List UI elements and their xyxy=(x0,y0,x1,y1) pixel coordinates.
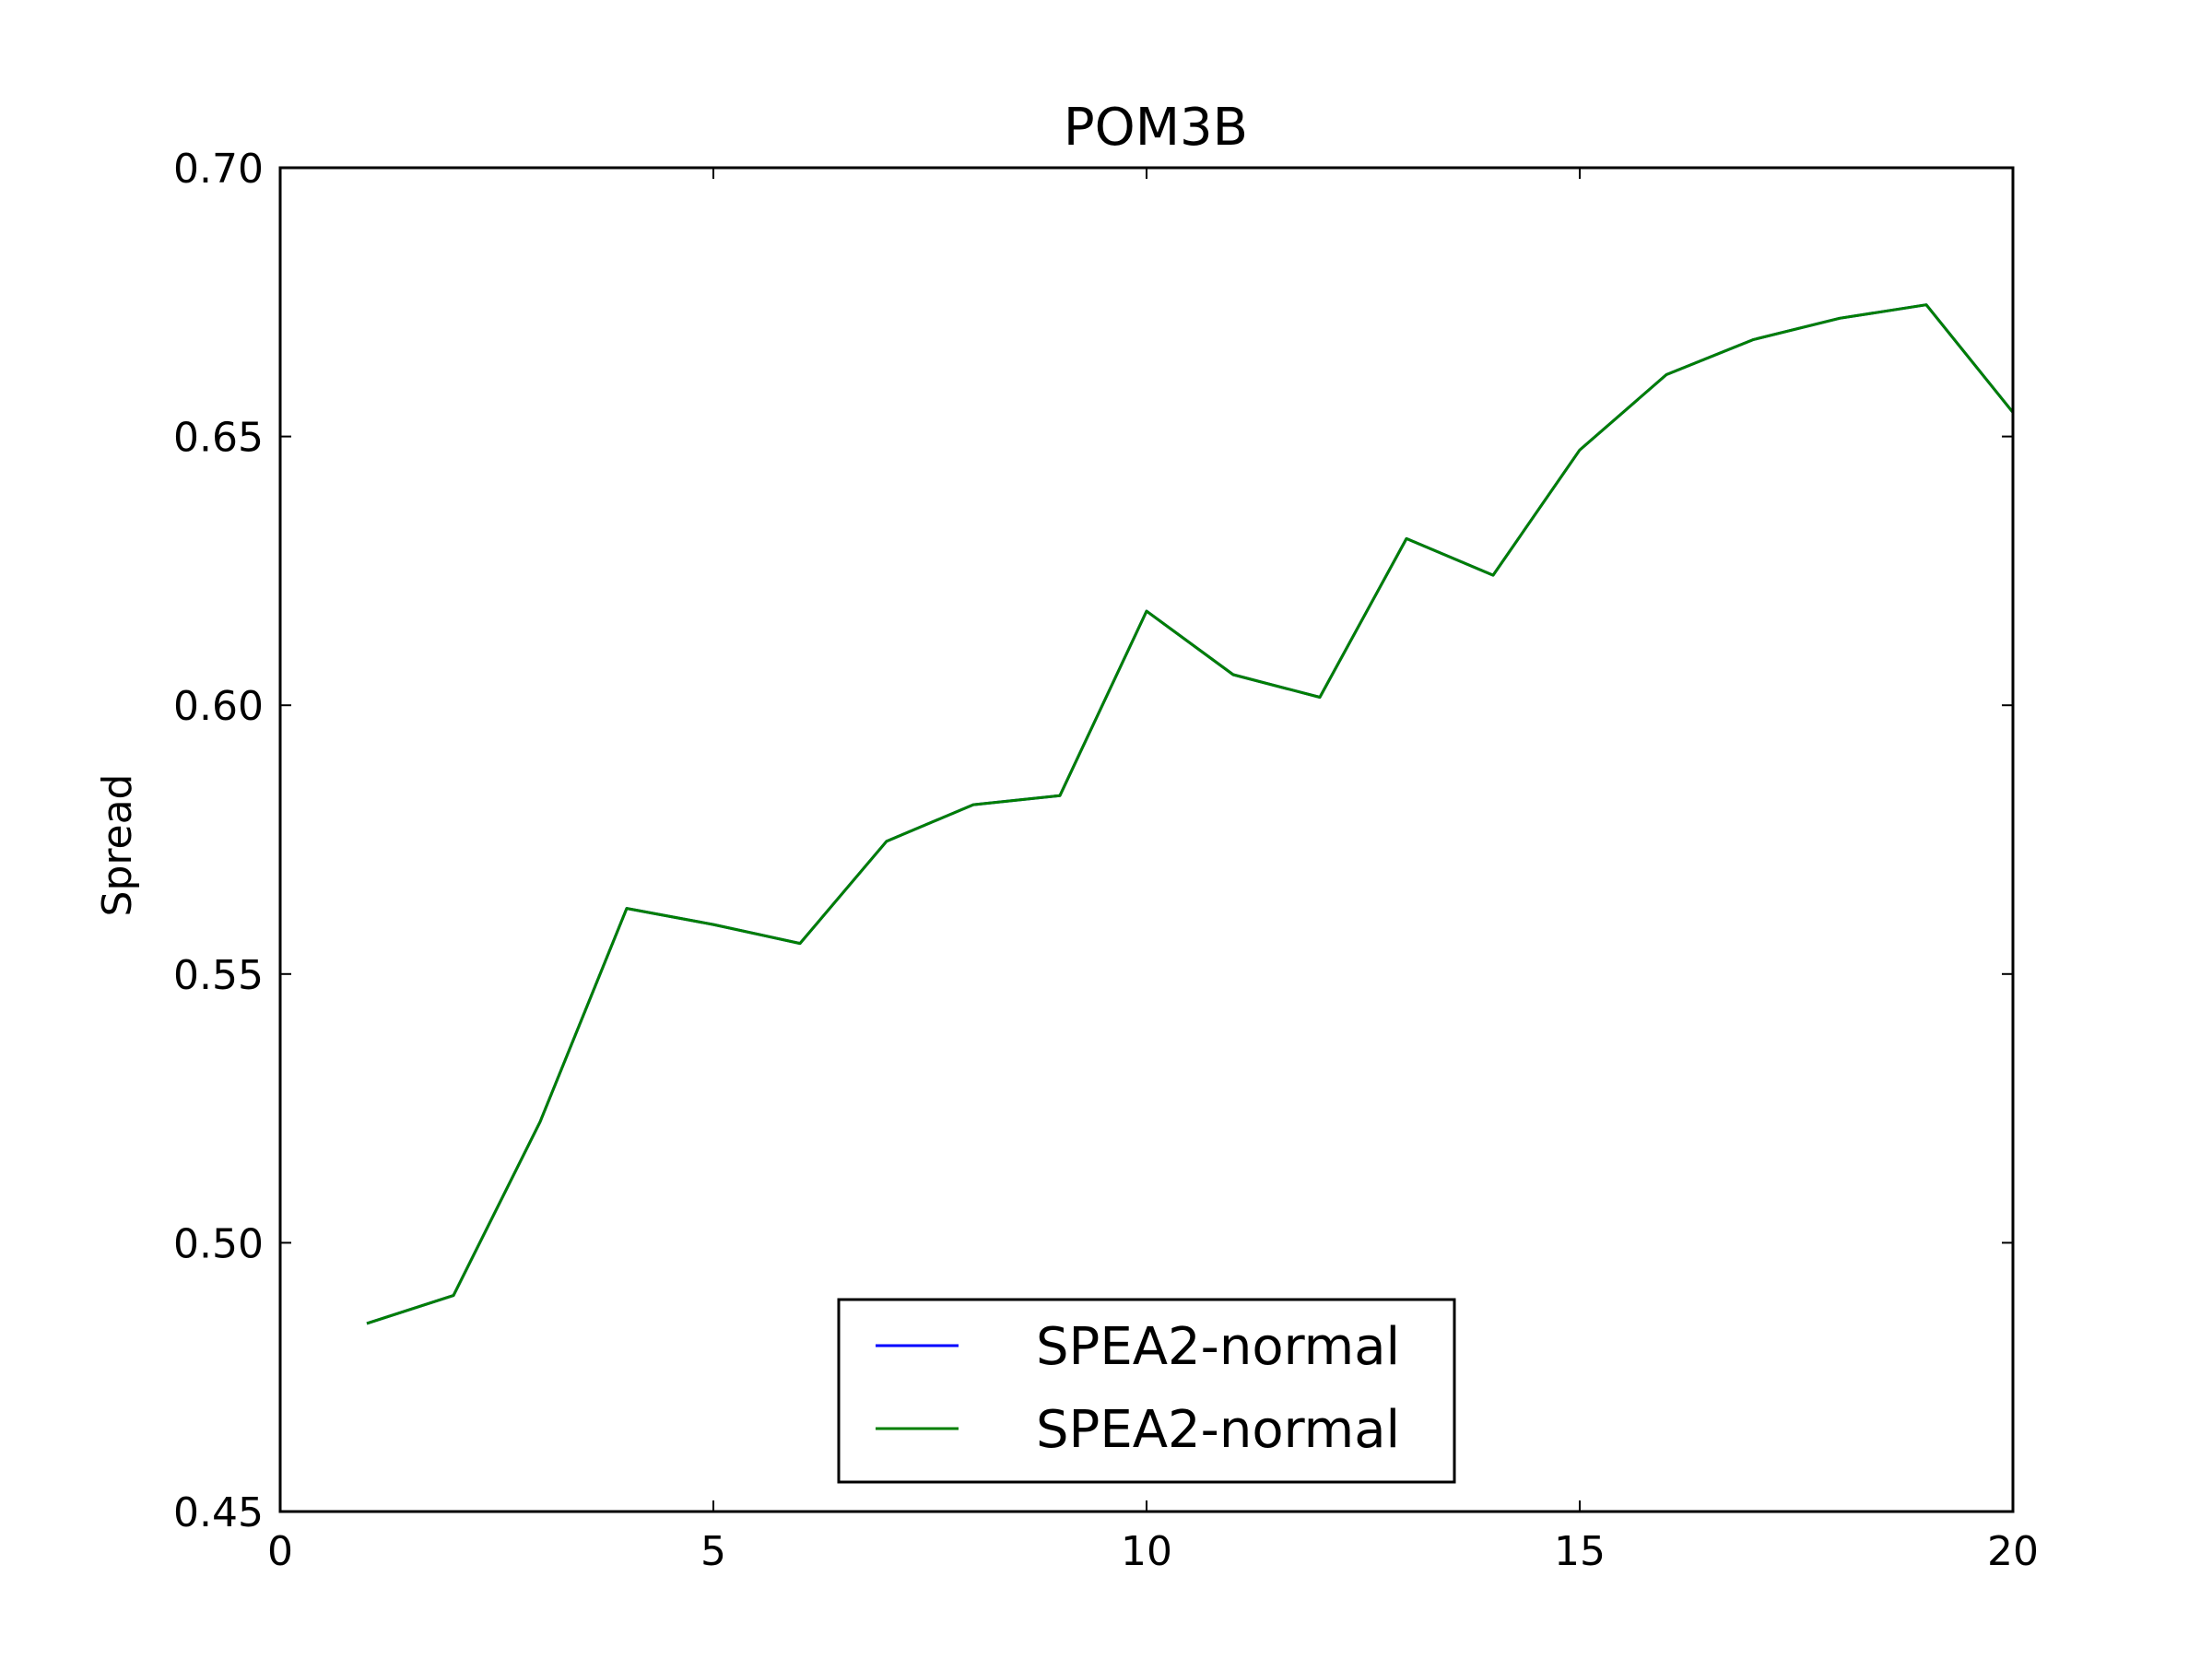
y-tick-label: 0.55 xyxy=(173,952,264,999)
legend: SPEA2-normal SPEA2-normal xyxy=(837,1298,1456,1484)
x-tick-label: 20 xyxy=(1987,1528,2039,1575)
x-tick-label: 15 xyxy=(1554,1528,1606,1575)
y-axis-label: Spread xyxy=(94,774,141,917)
chart-title: POM3B xyxy=(1064,98,1248,158)
axis-ticks: 0 5 10 15 20 0.45 0.50 0.55 0.60 0.65 0.70 xyxy=(173,146,2039,1575)
y-tick-label: 0.50 xyxy=(173,1220,264,1267)
series-layer xyxy=(366,303,2015,1325)
x-tick-label: 5 xyxy=(700,1528,726,1575)
x-tick-label: 10 xyxy=(1121,1528,1172,1575)
series-line-2 xyxy=(366,303,2015,1325)
y-tick-label: 0.70 xyxy=(173,146,264,193)
plot-frame xyxy=(278,166,2015,1513)
y-tick-label: 0.45 xyxy=(173,1489,264,1536)
y-tick-label: 0.60 xyxy=(173,683,264,730)
x-tick-label: 0 xyxy=(267,1528,293,1575)
y-tick-label: 0.65 xyxy=(173,415,264,462)
legend-box xyxy=(837,1298,1456,1484)
legend-label-series-2: SPEA2-normal xyxy=(1036,1400,1400,1460)
legend-label-series-1: SPEA2-normal xyxy=(1036,1317,1400,1377)
